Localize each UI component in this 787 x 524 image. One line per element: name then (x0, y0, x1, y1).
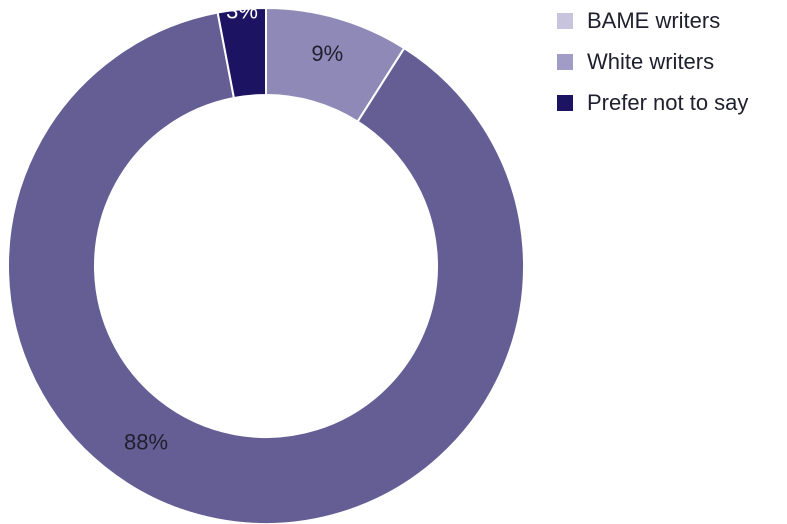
legend-swatch-bame-writers (557, 13, 573, 29)
slice-label-bame-writers: 9% (311, 41, 343, 66)
slice-label-white-writers: 88% (124, 430, 168, 455)
slice-prefer-not-to-say (216, 6, 267, 100)
slice-label-prefer-not-to-say: 3% (226, 0, 258, 23)
legend-item-prefer-not-to-say: Prefer not to say (557, 90, 748, 116)
legend-swatch-prefer-not-to-say (557, 95, 573, 111)
legend-item-white-writers: White writers (557, 49, 748, 75)
legend-label-prefer-not-to-say: Prefer not to say (587, 90, 749, 115)
legend-swatch-white-writers (557, 54, 573, 70)
legend: BAME writers White writers Prefer not to… (557, 8, 748, 131)
legend-item-bame-writers: BAME writers (557, 8, 748, 34)
legend-label-white-writers: White writers (587, 49, 715, 74)
legend-label-bame-writers: BAME writers (587, 8, 721, 33)
slice-white-writers (7, 11, 525, 524)
